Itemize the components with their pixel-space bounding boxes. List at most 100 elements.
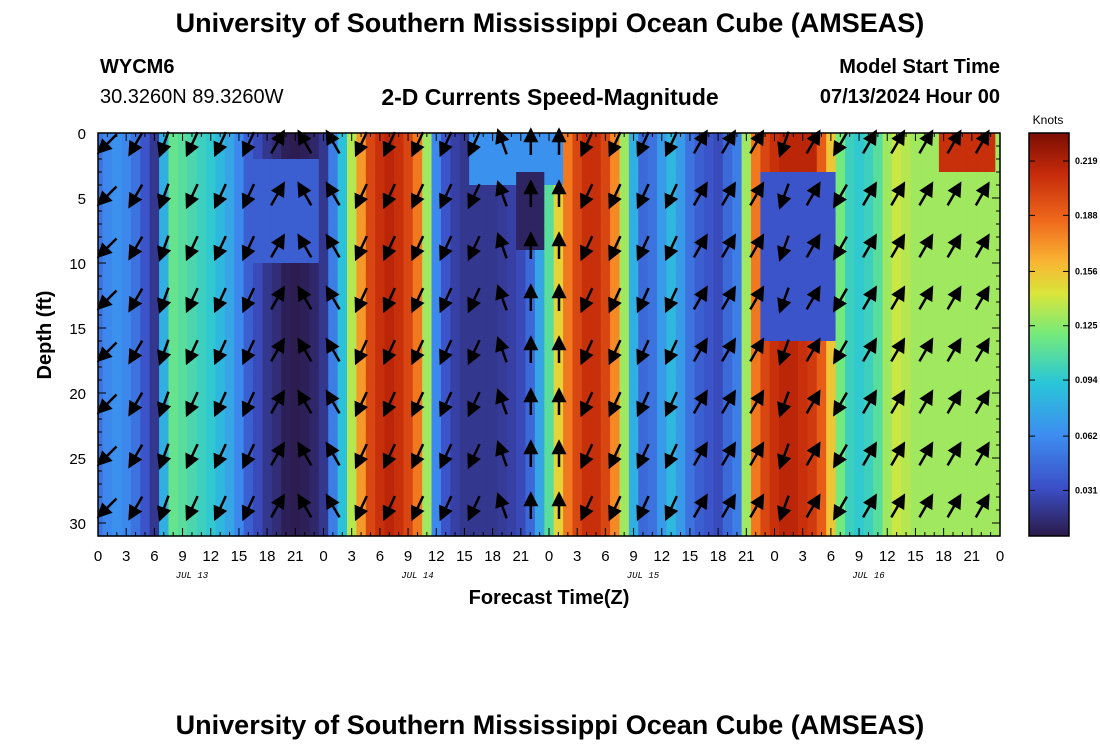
heatmap-cell [450,263,461,277]
heatmap-cell [337,263,348,277]
heatmap-cell [384,159,395,173]
heatmap-cell [816,341,827,355]
heatmap-cell [732,406,743,420]
heatmap-cell [487,497,498,511]
current-vector-arrow [439,443,453,470]
heatmap-cell [985,458,996,472]
heatmap-cell [788,133,799,147]
heatmap-cell [159,224,170,238]
heatmap-cell [403,237,414,251]
heatmap-cell [976,211,987,225]
current-vector-arrow [805,233,821,259]
heatmap-cell [534,419,545,433]
current-vector-arrow [664,131,679,158]
heatmap-cell [403,289,414,303]
heatmap-cell [516,497,527,511]
heatmap-cell [534,445,545,459]
heatmap-cell [713,263,724,277]
heatmap-cell [224,458,235,472]
current-vector-arrow [636,339,651,366]
heatmap-cell [600,198,611,212]
heatmap-cell [563,328,574,342]
heatmap-cell [769,458,780,472]
heatmap-cell [694,263,705,277]
heatmap-cell [816,146,827,160]
current-vector-arrow [692,129,708,155]
heatmap-cell [196,146,207,160]
heatmap-cell [196,354,207,368]
heatmap-cell [704,484,715,498]
heatmap-cell [920,510,931,524]
heatmap-cell [393,302,404,316]
heatmap-cell [657,406,668,420]
heatmap-cell [628,432,639,446]
heatmap-cell [206,211,217,225]
heatmap-cell [98,419,104,433]
current-vector-arrow [636,391,651,418]
heatmap-cell [196,471,207,485]
heatmap-cell [619,419,630,433]
heatmap-cell [168,523,179,537]
heatmap-cell [713,471,724,485]
heatmap-cell [365,458,376,472]
heatmap-cell [854,185,865,199]
heatmap-cell [300,159,311,173]
heatmap-cell [901,133,912,147]
heatmap-cell [196,380,207,394]
heatmap-cell [206,458,217,472]
current-vector-arrow [692,285,708,311]
heatmap-cell [581,289,592,303]
current-vector-arrow [777,131,792,158]
heatmap-cell [393,146,404,160]
heatmap-cell [816,497,827,511]
heatmap-cell [206,289,217,303]
heatmap-cell [873,354,884,368]
heatmap-cell [393,289,404,303]
current-vector-arrow [692,233,708,259]
heatmap-cell [403,497,414,511]
heatmap-cell [788,224,799,238]
heatmap-cell [619,445,630,459]
heatmap-cell [234,432,245,446]
heatmap-cell [281,367,292,381]
heatmap-cell [140,406,151,420]
heatmap-cell [346,471,357,485]
heatmap-cell [910,380,921,394]
heatmap-cell [187,133,198,147]
heatmap-cell [243,315,254,329]
heatmap-cell [487,510,498,524]
heatmap-cell [375,380,386,394]
heatmap-cell [722,159,733,173]
heatmap-cell [713,341,724,355]
heatmap-cell [722,510,733,524]
heatmap-cell [553,328,564,342]
heatmap-cell [553,172,564,186]
heatmap-cell [628,211,639,225]
heatmap-cell [638,133,649,147]
x-tick-label: 18 [484,548,501,565]
heatmap-cell [788,211,799,225]
heatmap-cell [534,159,545,173]
heatmap-cell [196,224,207,238]
heatmap-cell [901,211,912,225]
heatmap-cell [844,523,855,537]
heatmap-cell [187,341,198,355]
heatmap-cell [769,250,780,264]
x-tick-label: 18 [935,548,952,565]
heatmap-cell [704,198,715,212]
heatmap-cell [704,159,715,173]
heatmap-cell [901,471,912,485]
heatmap-cell [234,172,245,186]
current-vector-arrow [410,495,425,522]
heatmap-cell [957,341,968,355]
colorbar-tick-label: 0.188 [1075,210,1098,220]
heatmap-cell [431,341,442,355]
heatmap-cell [572,328,583,342]
heatmap-cell [938,172,949,186]
heatmap-cell [713,315,724,329]
heatmap-cell [938,263,949,277]
plot-title: 2-D Currents Speed-Magnitude [381,84,719,110]
heatmap-cell [356,263,367,277]
heatmap-cell [751,367,762,381]
